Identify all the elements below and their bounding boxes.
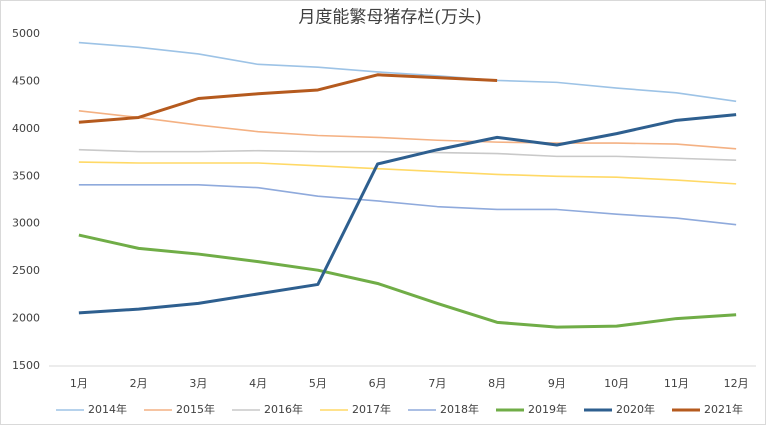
legend-label: 2021年: [704, 402, 743, 416]
y-tick-label: 4500: [12, 74, 40, 87]
legend-label: 2020年: [616, 402, 655, 416]
x-tick-label: 9月: [548, 377, 566, 390]
legend-label: 2018年: [440, 402, 479, 416]
x-tick-label: 10月: [604, 377, 629, 390]
series-line: [78, 73, 498, 124]
y-tick-label: 3500: [12, 169, 40, 182]
x-tick-label: 1月: [70, 377, 88, 390]
y-tick-label: 3000: [12, 217, 40, 230]
legend-label: 2014年: [88, 402, 127, 416]
x-tick-label: 5月: [309, 377, 327, 390]
series-line: [78, 233, 737, 329]
series-line: [78, 113, 737, 315]
series-line: [78, 41, 737, 103]
series-line: [78, 110, 737, 150]
y-tick-label: 5000: [12, 27, 40, 40]
x-tick-label: 4月: [249, 377, 267, 390]
x-tick-label: 6月: [369, 377, 387, 390]
y-tick-label: 2500: [12, 264, 40, 277]
legend-label: 2017年: [352, 402, 391, 416]
legend-label: 2016年: [264, 402, 303, 416]
x-tick-label: 3月: [189, 377, 207, 390]
series-line: [78, 148, 737, 161]
y-tick-label: 1500: [12, 359, 40, 372]
legend-label: 2019年: [528, 402, 567, 416]
x-tick-label: 8月: [488, 377, 506, 390]
y-tick-label: 4000: [12, 122, 40, 135]
x-tick-label: 11月: [664, 377, 689, 390]
x-tick-label: 12月: [724, 377, 749, 390]
series-line: [78, 161, 737, 185]
chart-title: 月度能繁母猪存栏(万头): [298, 8, 481, 28]
legend-label: 2015年: [176, 402, 215, 416]
y-tick-label: 2000: [12, 312, 40, 325]
series-line: [78, 184, 737, 226]
x-tick-label: 2月: [130, 377, 148, 390]
x-tick-label: 7月: [428, 377, 446, 390]
